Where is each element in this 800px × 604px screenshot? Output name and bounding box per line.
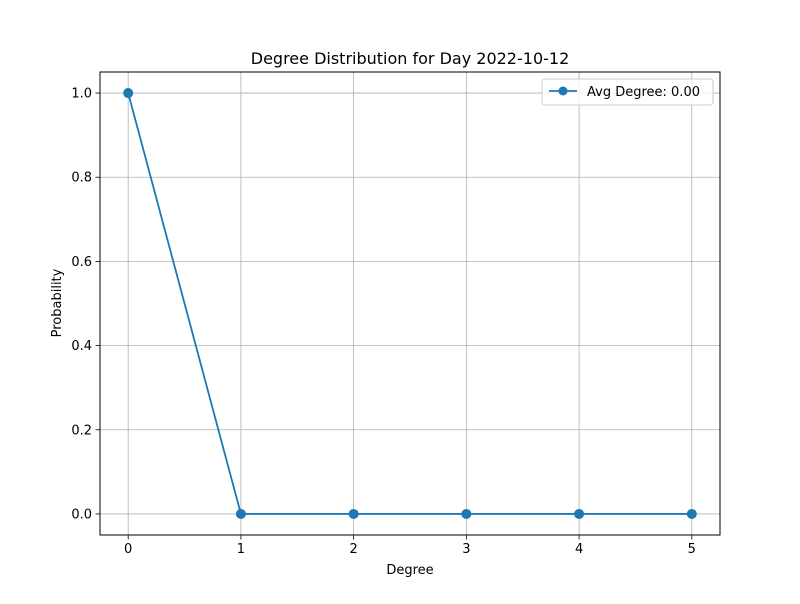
- x-tick-label: 0: [124, 542, 132, 557]
- y-tick-label: 0.2: [71, 423, 92, 438]
- legend-marker-swatch: [558, 86, 568, 96]
- x-tick-label: 4: [575, 542, 583, 557]
- x-tick-label: 5: [688, 542, 696, 557]
- data-point: [123, 88, 134, 99]
- y-axis-label: Probability: [50, 268, 65, 337]
- data-point: [235, 508, 246, 519]
- grid-layer: [100, 72, 720, 535]
- data-point: [348, 508, 359, 519]
- y-tick-label: 0.0: [71, 507, 92, 522]
- x-tick-label: 2: [349, 542, 357, 557]
- tick-layer: 0 1 2 3 4 5 0.0 0.2 0.4 0.6 0.8 1.0: [71, 87, 696, 557]
- legend: Avg Degree: 0.00: [541, 78, 714, 106]
- y-tick-label: 0.8: [71, 171, 92, 186]
- legend-box: [541, 78, 714, 106]
- chart-title: Degree Distribution for Day 2022-10-12: [251, 49, 570, 68]
- series-line: [127, 92, 692, 515]
- plot-area-frame: [99, 71, 721, 536]
- y-tick-label: 0.4: [71, 339, 92, 354]
- data-point: [574, 508, 585, 519]
- data-point: [461, 508, 472, 519]
- x-tick-label: 1: [237, 542, 245, 557]
- x-axis-label: Degree: [386, 563, 433, 578]
- data-point: [686, 508, 697, 519]
- x-tick-label: 3: [462, 542, 470, 557]
- y-tick-label: 1.0: [71, 87, 92, 102]
- y-tick-label: 0.6: [71, 255, 92, 270]
- legend-entry-label: Avg Degree: 0.00: [587, 85, 700, 100]
- series-layer: [123, 88, 697, 519]
